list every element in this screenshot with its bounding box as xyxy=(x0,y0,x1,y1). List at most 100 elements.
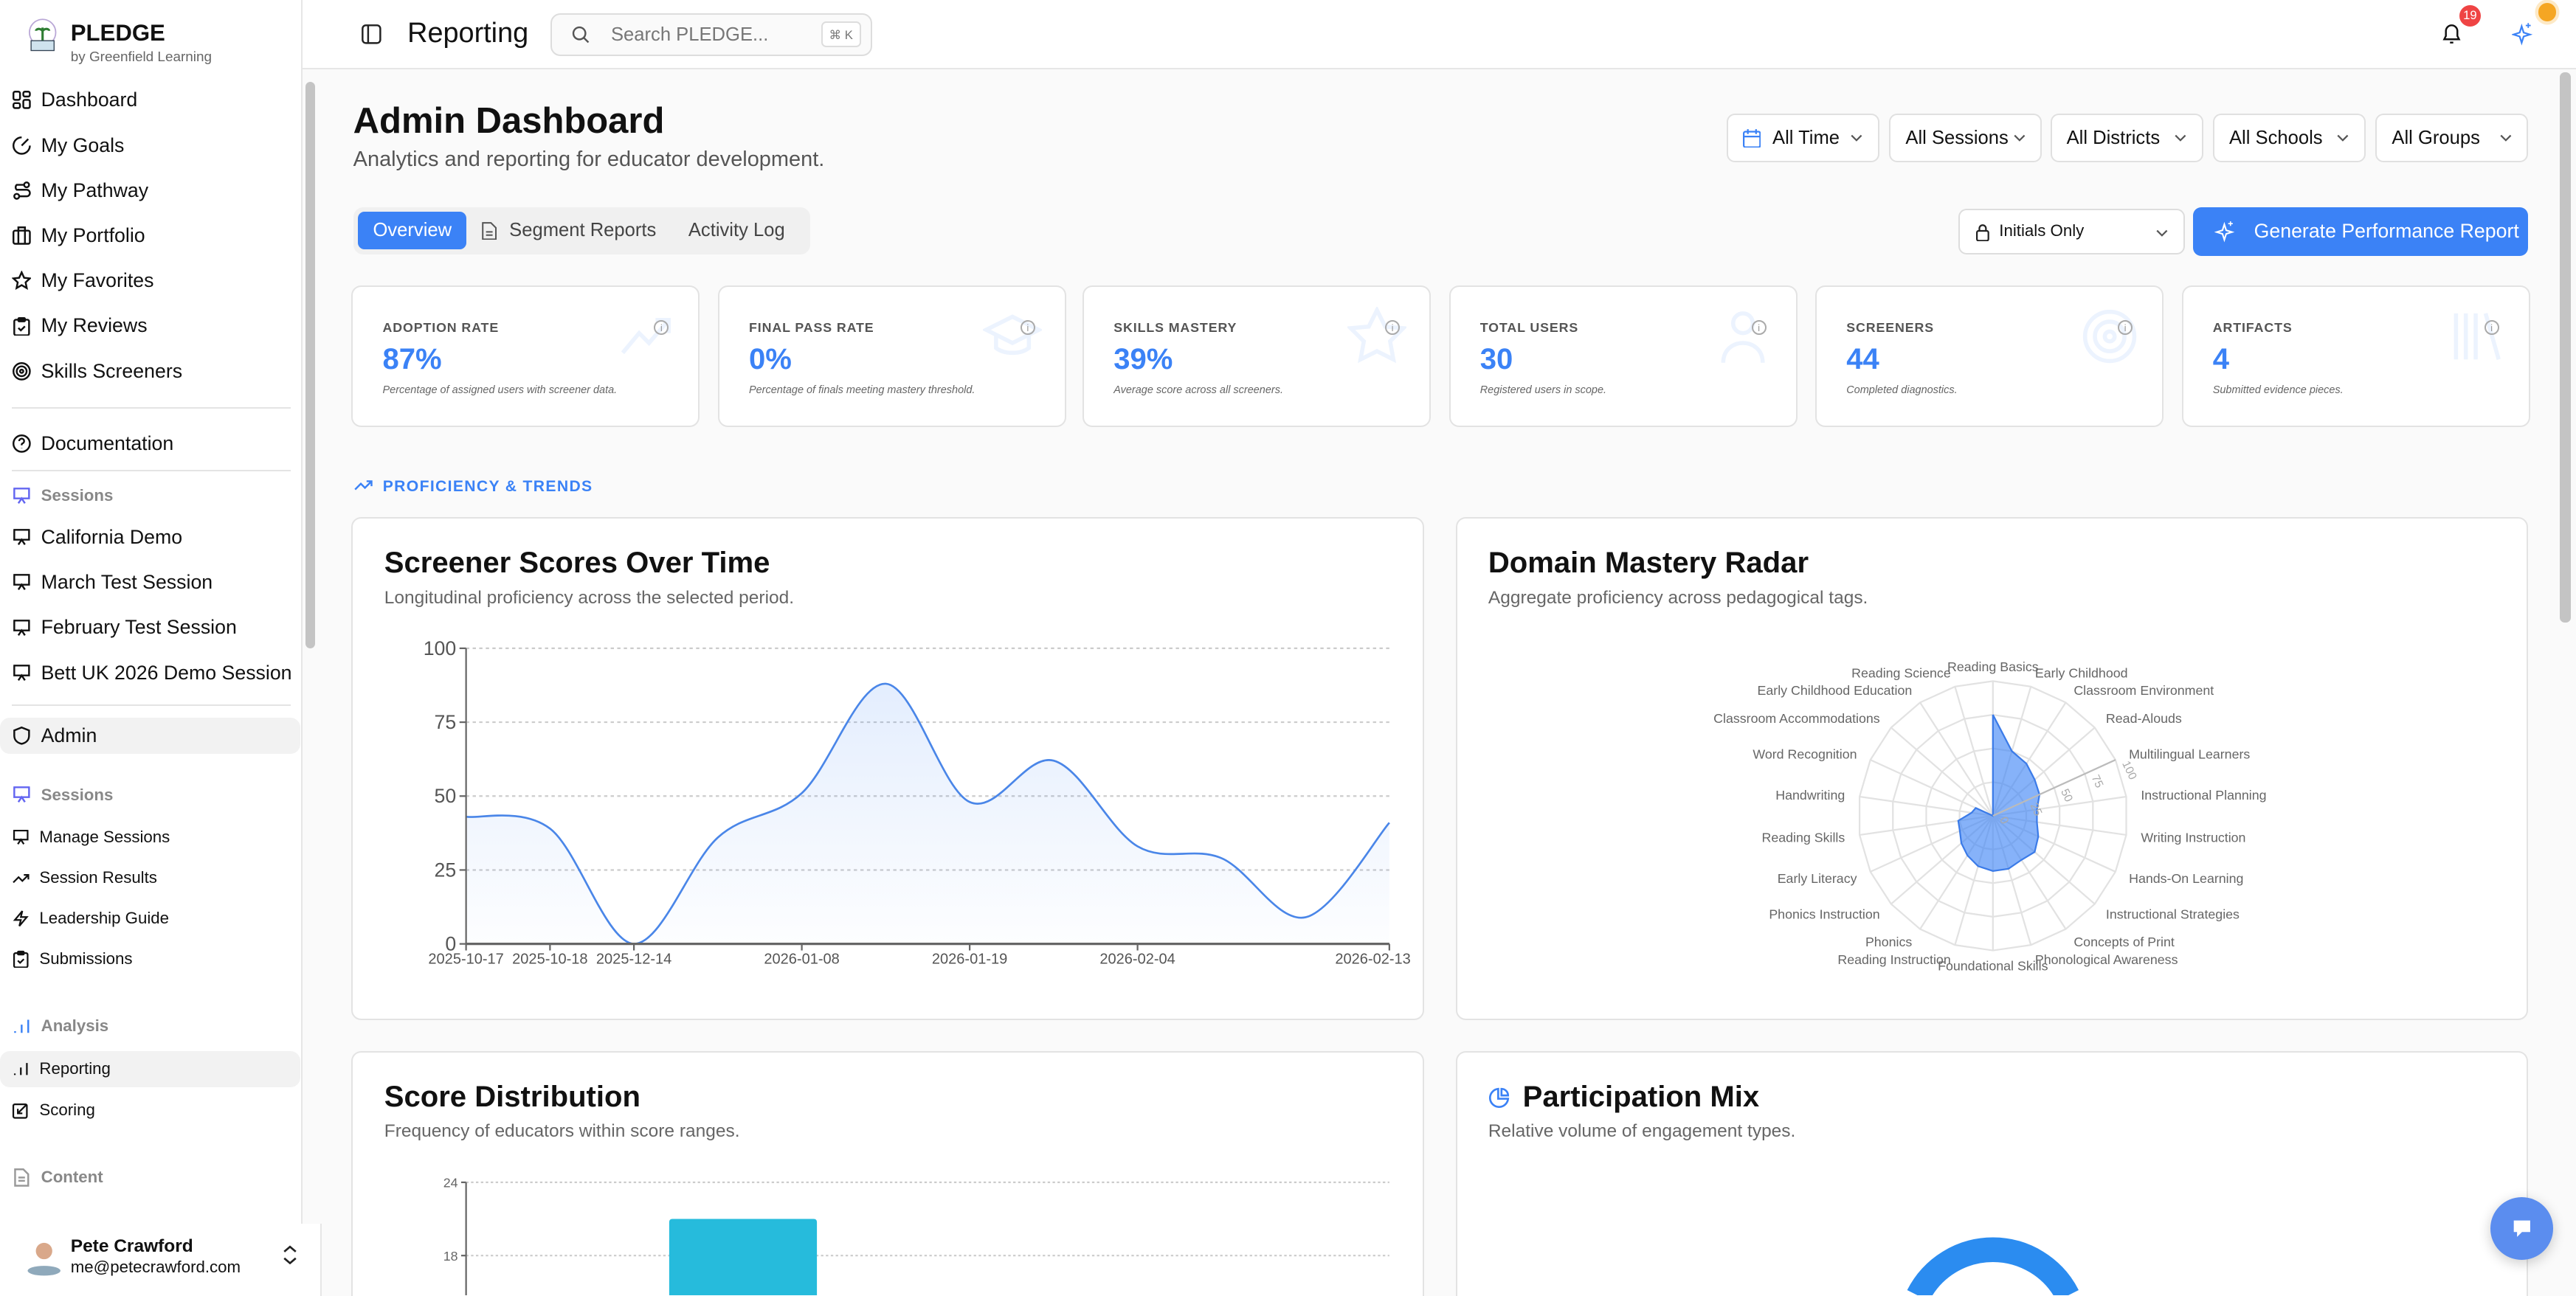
presentation-icon xyxy=(13,665,30,682)
stat-description: Percentage of assigned users with screen… xyxy=(382,384,618,396)
tab-segment-reports[interactable]: Segment Reports xyxy=(481,212,656,249)
sidebar-item-my-favorites[interactable]: My Favorites xyxy=(0,263,300,299)
stat-value: 4 xyxy=(2212,343,2229,376)
sidebar-item-manage-sessions[interactable]: Manage Sessions xyxy=(0,819,300,856)
info-icon[interactable]: i xyxy=(654,319,669,335)
info-icon[interactable]: i xyxy=(2484,319,2499,335)
info-icon[interactable]: i xyxy=(1751,319,1767,335)
stat-card-skills-mastery: SKILLS MASTERY i 39% Average score across a… xyxy=(1082,285,1432,427)
radar-spoke xyxy=(1953,686,1994,817)
sidebar-item-reporting[interactable]: Reporting xyxy=(0,1050,301,1087)
sidebar-section-analysis: Analysis xyxy=(0,1008,300,1044)
chat-button[interactable] xyxy=(2490,1197,2553,1260)
bar-chart-icon xyxy=(13,1063,28,1075)
filter-all-sessions[interactable]: All Sessions xyxy=(1889,113,2043,163)
sidebar-item-session-results[interactable]: Session Results xyxy=(0,860,300,896)
radar-tick-label: 100 xyxy=(2119,759,2139,782)
stat-watermark-icon xyxy=(1721,311,1765,363)
line-chart: 0 25 50 75 100 2025-10-17 2025-10-18 2025-12-14… xyxy=(424,637,1411,968)
sidebar-section-admin-sessions: Sessions xyxy=(0,777,300,813)
score-distribution-card: Score Distribution Frequency of educator… xyxy=(351,1050,1425,1296)
tab-activity-log[interactable]: Activity Log xyxy=(688,220,785,241)
generate-report-button[interactable]: Generate Performance Report xyxy=(2193,207,2529,257)
target-icon xyxy=(12,361,31,381)
sidebar-item-admin[interactable]: Admin xyxy=(0,717,301,754)
stat-watermark-icon xyxy=(1347,307,1407,364)
nav-label: Skills Screeners xyxy=(41,359,183,382)
info-icon[interactable]: i xyxy=(2118,319,2133,335)
donut-chart xyxy=(1907,1237,2079,1296)
tab-label: Segment Reports xyxy=(509,220,657,241)
sidebar-item-session[interactable]: March Test Session xyxy=(0,564,300,600)
sidebar-section-sessions: Sessions xyxy=(0,478,300,514)
sidebar-item-leadership-guide[interactable]: Leadership Guide xyxy=(0,901,300,937)
radar-axis-label: Early Childhood Education xyxy=(1757,684,1912,699)
y-tick-label: 25 xyxy=(435,859,457,881)
sidebar-item-scoring[interactable]: Scoring xyxy=(0,1092,300,1129)
privacy-select[interactable]: Initials Only xyxy=(1958,208,2186,255)
radar-spoke xyxy=(1890,727,1994,817)
filter-all-schools[interactable]: All Schools xyxy=(2212,113,2366,163)
sidebar-item-my-portfolio[interactable]: My Portfolio xyxy=(0,218,300,254)
stat-label: FINAL PASS RATE xyxy=(748,319,874,335)
sparkle-icon xyxy=(2214,221,2235,243)
chart-title: Domain Mastery Radar xyxy=(1488,547,1809,580)
shield-icon xyxy=(13,726,30,745)
info-icon[interactable]: i xyxy=(1020,319,1035,335)
filter-all-time[interactable]: All Time xyxy=(1726,113,1879,163)
sidebar-item-my-reviews[interactable]: My Reviews xyxy=(0,308,300,344)
x-tick-label: 2025-10-17 xyxy=(429,952,504,968)
stat-value: 0% xyxy=(748,343,792,376)
tab-overview[interactable]: Overview xyxy=(358,212,467,250)
main-scrollbar[interactable] xyxy=(2559,72,2572,623)
chart-subtitle: Relative volume of engagement types. xyxy=(1488,1121,1796,1142)
radar-axis-label: Reading Science xyxy=(1851,666,1951,681)
nav-label: California Demo xyxy=(41,525,183,548)
sidebar-item-session[interactable]: California Demo xyxy=(0,519,300,555)
chevrons-up-down-icon[interactable] xyxy=(283,1245,297,1265)
x-tick-label: 2025-10-18 xyxy=(513,952,588,968)
nav-label: March Test Session xyxy=(41,570,213,593)
zap-icon xyxy=(13,910,29,926)
sidebar-item-documentation[interactable]: Documentation xyxy=(0,426,300,462)
sidebar-item-my-goals[interactable]: My Goals xyxy=(0,128,300,164)
user-menu[interactable]: Pete Crawford me@petecrawford.com xyxy=(0,1223,322,1296)
radar-axis-label: Foundational Skills xyxy=(1938,959,2048,974)
bell-icon[interactable] xyxy=(2441,23,2462,46)
sidebar-item-dashboard[interactable]: Dashboard xyxy=(0,82,300,118)
sparkle-icon[interactable] xyxy=(2512,21,2533,46)
user-email: me@petecrawford.com xyxy=(70,1258,241,1277)
stat-card-adoption-rate: ADOPTION RATE i 87% Percentage of assigned … xyxy=(351,285,700,427)
chevron-down-icon xyxy=(2175,134,2186,142)
radar-spoke xyxy=(1869,759,1993,817)
radar-axis-label: Phonics xyxy=(1865,935,1912,949)
nav-label: My Portfolio xyxy=(41,223,145,246)
stat-card-final-pass-rate: FINAL PASS RATE i 0% Percentage of finals m… xyxy=(717,285,1066,427)
filter-value: All Schools xyxy=(2228,127,2323,148)
chart-subtitle: Aggregate proficiency across pedagogical… xyxy=(1488,587,1868,608)
search-input[interactable]: Search PLEDGE... ⌘ K xyxy=(550,13,873,56)
filter-value: All Sessions xyxy=(1905,127,2009,148)
participation-mix-card: Participation Mix Relative volume of eng… xyxy=(1455,1050,2529,1296)
chevron-down-icon xyxy=(2156,229,2168,237)
lock-icon xyxy=(1976,223,1989,242)
stat-label: ARTIFACTS xyxy=(2212,319,2293,335)
sidebar-item-skills-screeners[interactable]: Skills Screeners xyxy=(0,353,300,389)
chart-title: Screener Scores Over Time xyxy=(384,547,770,580)
generate-report-label: Generate Performance Report xyxy=(2254,220,2519,243)
sidebar-item-my-pathway[interactable]: My Pathway xyxy=(0,173,300,209)
info-icon[interactable]: i xyxy=(1385,319,1401,335)
chevron-down-icon xyxy=(2014,134,2025,142)
nav-label: February Test Session xyxy=(41,616,237,639)
sidebar-scrollbar[interactable] xyxy=(305,82,316,649)
filter-all-groups[interactable]: All Groups xyxy=(2375,113,2529,163)
sidebar-item-session[interactable]: Bett UK 2026 Demo Session xyxy=(0,655,300,691)
filter-all-districts[interactable]: All Districts xyxy=(2050,113,2203,163)
square-pen-icon xyxy=(12,1103,28,1119)
sidebar-item-session[interactable]: February Test Session xyxy=(0,609,300,645)
sidebar-toggle-icon[interactable] xyxy=(361,24,381,44)
sidebar-item-submissions[interactable]: Submissions xyxy=(0,940,300,977)
section-label: PROFICIENCY & TRENDS xyxy=(382,477,593,495)
x-tick-label: 2026-02-04 xyxy=(1100,952,1175,968)
